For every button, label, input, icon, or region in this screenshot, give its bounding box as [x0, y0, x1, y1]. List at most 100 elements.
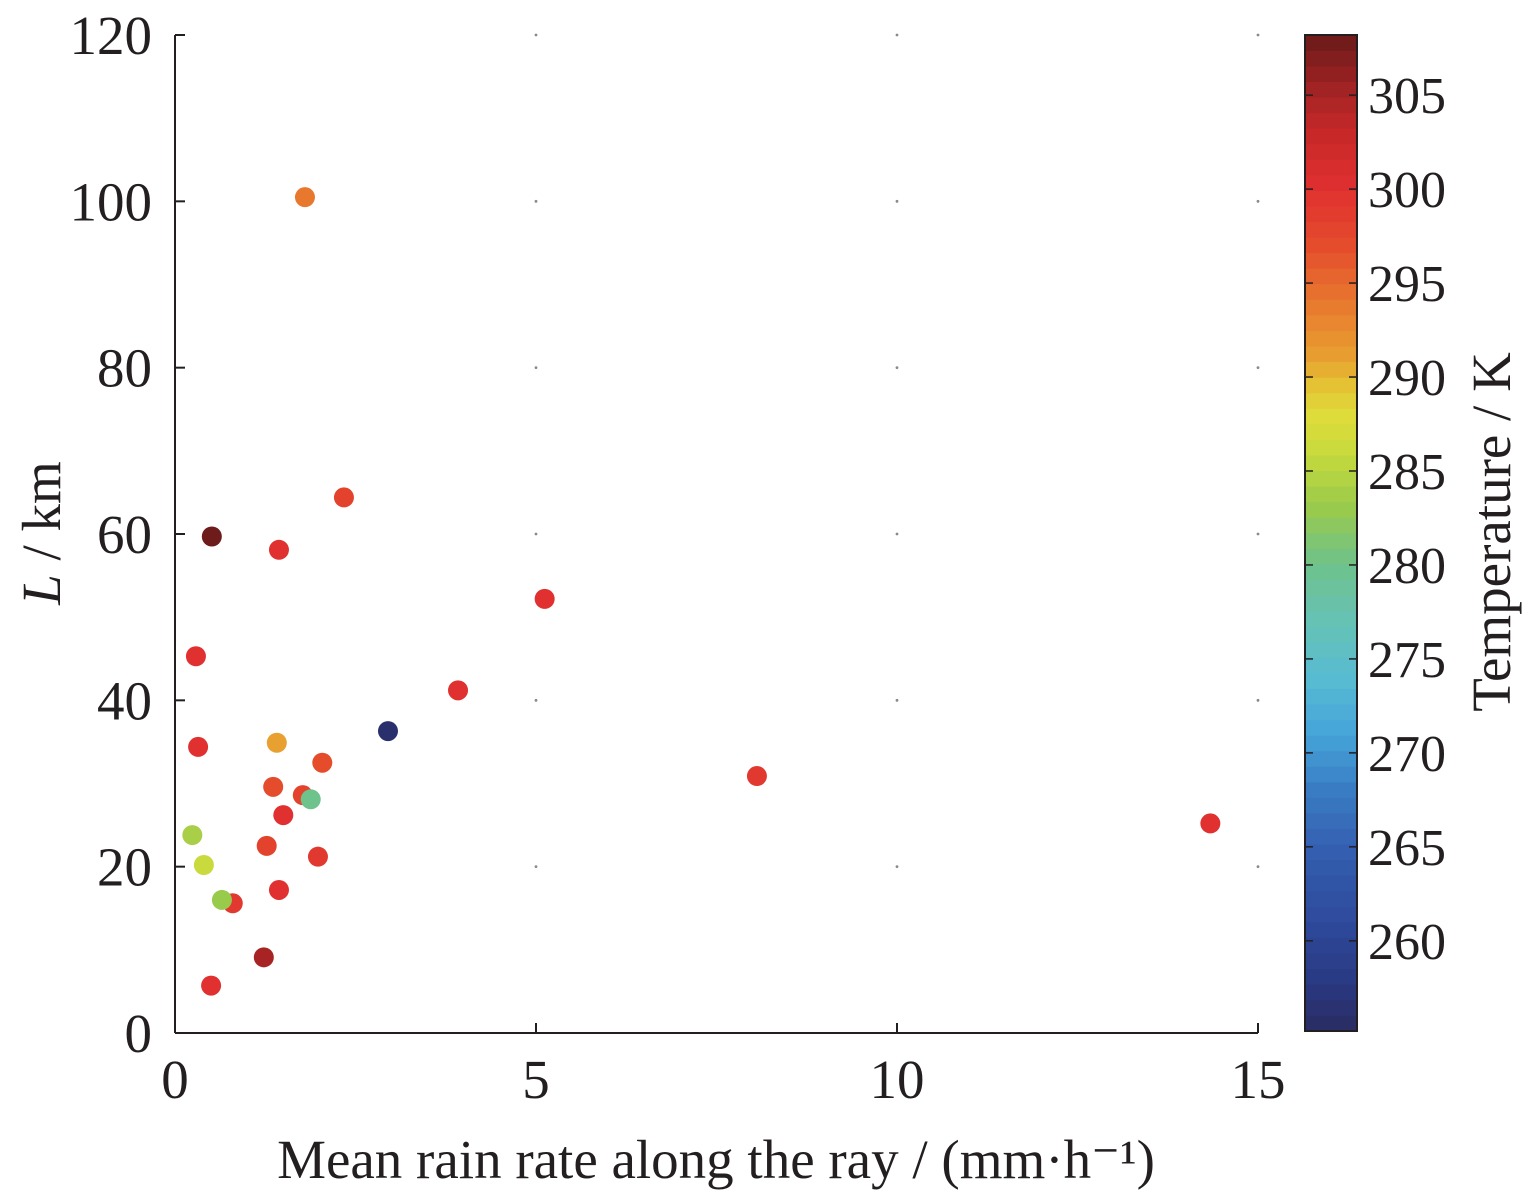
colorbar-band — [1305, 423, 1357, 440]
colorbar-tick-label: 270 — [1368, 726, 1446, 783]
x-tick-label: 0 — [161, 1049, 189, 1110]
colorbar-tick-label: 295 — [1368, 256, 1446, 313]
grid-dot — [1256, 199, 1260, 203]
scatter-point — [211, 889, 232, 910]
colorbar-band — [1305, 221, 1357, 238]
colorbar-band — [1305, 486, 1357, 503]
colorbar-band — [1305, 439, 1357, 456]
colorbar-band — [1305, 501, 1357, 518]
colorbar-tick-label: 300 — [1368, 162, 1446, 219]
colorbar-band — [1305, 984, 1357, 1001]
y-tick-label: 60 — [97, 504, 152, 565]
colorbar-frame — [1304, 34, 1358, 1032]
colorbar-band — [1305, 797, 1357, 814]
x-axis-label: Mean rain rate along the ray / (mm·h⁻¹) — [277, 1129, 1155, 1190]
y-tick-label: 100 — [70, 171, 153, 232]
scatter-point — [307, 846, 328, 867]
grid-dot — [895, 698, 899, 702]
x-tick-label: 5 — [522, 1049, 550, 1110]
colorbar-band — [1305, 906, 1357, 923]
colorbar-band — [1305, 781, 1357, 798]
scatter-point — [268, 879, 289, 900]
colorbar — [1304, 34, 1358, 1032]
colorbar-band — [1305, 283, 1357, 300]
colorbar-band — [1305, 50, 1357, 67]
colorbar-band — [1305, 159, 1357, 176]
colorbar-band — [1305, 750, 1357, 767]
colorbar-band — [1305, 190, 1357, 207]
grid-dot — [534, 865, 538, 869]
colorbar-band — [1305, 314, 1357, 331]
scatter-point — [268, 539, 289, 560]
colorbar-band — [1305, 34, 1357, 51]
colorbar-band — [1305, 890, 1357, 907]
grid-dot — [895, 865, 899, 869]
scatter-point — [273, 805, 294, 826]
y-tick-label: 120 — [70, 5, 153, 66]
grid-dot — [534, 33, 538, 37]
colorbar-band — [1305, 330, 1357, 347]
colorbar-band — [1305, 812, 1357, 829]
grid-dot — [534, 698, 538, 702]
grid-dot — [1256, 532, 1260, 536]
scatter-point — [193, 855, 214, 876]
scatter-point — [333, 487, 354, 508]
colorbar-band — [1305, 672, 1357, 689]
grid-dot — [534, 366, 538, 370]
colorbar-tick-label: 290 — [1368, 350, 1446, 407]
colorbar-band — [1305, 517, 1357, 534]
grid-dot — [1256, 865, 1260, 869]
colorbar-band — [1305, 921, 1357, 938]
colorbar-band — [1305, 205, 1357, 223]
grid-dot — [895, 532, 899, 536]
scatter-point — [201, 975, 222, 996]
colorbar-band — [1305, 952, 1357, 970]
scatter-point — [256, 835, 277, 856]
y-tick-label: 80 — [97, 338, 152, 399]
scatter-point — [1200, 813, 1221, 834]
grid-dot — [1256, 366, 1260, 370]
colorbar-label: Temperature / K — [1461, 352, 1522, 712]
colorbar-band — [1305, 875, 1357, 892]
scatter-point — [266, 732, 287, 753]
scatter-point — [182, 825, 203, 846]
colorbar-band — [1305, 65, 1357, 82]
colorbar-band — [1305, 392, 1357, 409]
colorbar-tick-label: 305 — [1368, 68, 1446, 125]
colorbar-tick-label: 285 — [1368, 444, 1446, 501]
colorbar-band — [1305, 641, 1357, 658]
scatter-point — [263, 776, 284, 797]
colorbar-band — [1305, 252, 1357, 269]
colorbar-band — [1305, 377, 1357, 394]
y-axis-label: L / km — [11, 461, 72, 606]
colorbar-band — [1305, 408, 1357, 425]
scatter-point — [201, 526, 222, 547]
colorbar-band — [1305, 859, 1357, 876]
scatter-point — [188, 736, 209, 757]
colorbar-band — [1305, 128, 1357, 145]
scatter-point — [185, 646, 206, 667]
colorbar-tick-label: 260 — [1368, 914, 1446, 971]
colorbar-band — [1305, 96, 1357, 114]
grid-dot — [1256, 33, 1260, 37]
colorbar-band — [1305, 1015, 1357, 1032]
y-tick-label: 20 — [97, 837, 152, 898]
grid-dot — [895, 366, 899, 370]
colorbar-band — [1305, 361, 1357, 378]
colorbar-band — [1305, 999, 1357, 1016]
colorbar-tick-label: 265 — [1368, 820, 1446, 877]
y-axis-ticks: 0 20 40 60 80 100 120 — [70, 5, 185, 1064]
scatter-point — [253, 947, 274, 968]
colorbar-band — [1305, 719, 1357, 736]
colorbar-band — [1305, 112, 1357, 129]
scatter-point — [534, 588, 555, 609]
colorbar-band — [1305, 532, 1357, 549]
colorbar-band — [1305, 688, 1357, 705]
scatter-points — [182, 187, 1221, 996]
colorbar-band — [1305, 345, 1357, 363]
colorbar-tick-label: 280 — [1368, 538, 1446, 595]
colorbar-band — [1305, 81, 1357, 98]
colorbar-band — [1305, 563, 1357, 580]
grid-dots — [534, 33, 1260, 869]
colorbar-band — [1305, 703, 1357, 721]
